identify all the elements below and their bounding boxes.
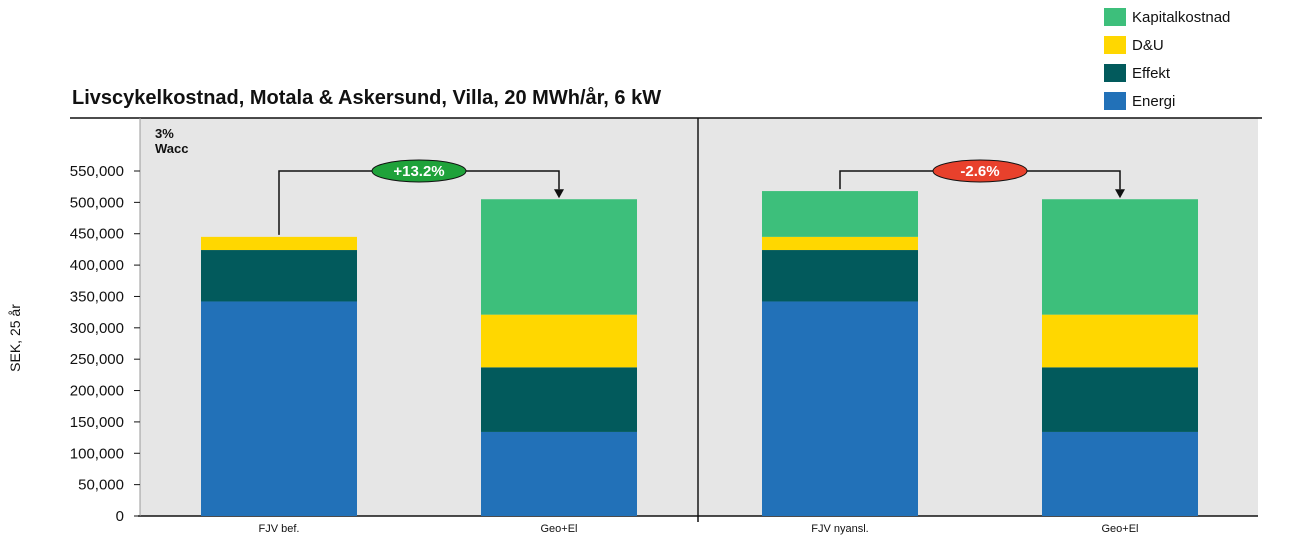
comparison-badge-label: +13.2% [393, 163, 444, 180]
chart-title: Livscykelkostnad, Motala & Askersund, Vi… [72, 86, 661, 109]
comparison-badge [932, 159, 1028, 183]
bar-segment-energi [1042, 431, 1198, 516]
category-label: Geo+El [1102, 523, 1139, 535]
bar-segment-d-u [1042, 314, 1198, 368]
bar-segment-energi [201, 301, 357, 516]
comparison-annotations: +13.2% -2.6% [278, 159, 1125, 235]
legend-swatch [1104, 64, 1126, 82]
y-tick-label: 0 [116, 508, 124, 525]
y-tick-label: 50,000 [78, 477, 124, 494]
y-tick-label: 450,000 [70, 226, 124, 243]
legend-label: Effekt [1132, 65, 1171, 82]
comparison-badge [371, 159, 467, 183]
y-axis-ticks: 0 50,000 100,000 150,000 200,000 250,000 300,0… [70, 163, 140, 525]
bar-segment-effekt [762, 250, 918, 302]
y-tick-label: 500,000 [70, 194, 124, 211]
y-tick-label: 100,000 [70, 445, 124, 462]
y-tick-label: 550,000 [70, 163, 124, 180]
bar-segment-energi [481, 431, 637, 516]
wacc-note-line: 3% [155, 126, 174, 141]
legend-label: Energi [1132, 93, 1175, 110]
bar-segment-kapitalkostnad [1042, 199, 1198, 315]
legend: Kapitalkostnad D&U Effekt Energi [1104, 8, 1230, 110]
bar-segment-effekt [201, 250, 357, 302]
bar-segment-effekt [481, 367, 637, 432]
y-tick-label: 400,000 [70, 257, 124, 274]
category-labels: FJV bef. Geo+El FJV nyansl. Geo+El [259, 523, 1139, 535]
y-tick-label: 300,000 [70, 320, 124, 337]
bar-segment-d-u [762, 236, 918, 251]
y-tick-label: 250,000 [70, 351, 124, 368]
category-label: Geo+El [541, 523, 578, 535]
y-tick-label: 350,000 [70, 288, 124, 305]
y-tick-label: 200,000 [70, 383, 124, 400]
bar-segment-d-u [201, 236, 357, 251]
category-label: FJV bef. [259, 523, 300, 535]
wacc-note-line: Wacc [155, 141, 188, 156]
comparison-arrowhead [1115, 189, 1125, 199]
wacc-note: 3% Wacc [155, 126, 188, 156]
y-axis-label: SEK, 25 år [7, 304, 23, 372]
bar-segment-energi [762, 301, 918, 516]
legend-label: D&U [1132, 37, 1164, 54]
legend-swatch [1104, 36, 1126, 54]
bars-group [201, 191, 1198, 516]
legend-swatch [1104, 8, 1126, 26]
bar-segment-d-u [481, 314, 637, 368]
y-tick-label: 150,000 [70, 414, 124, 431]
bar-segment-kapitalkostnad [762, 191, 918, 237]
bar-segment-effekt [1042, 367, 1198, 432]
legend-swatch [1104, 92, 1126, 110]
category-label: FJV nyansl. [811, 523, 868, 535]
comparison-badge-label: -2.6% [960, 163, 999, 180]
bar-segment-kapitalkostnad [481, 199, 637, 315]
comparison-arrowhead [554, 189, 564, 199]
legend-label: Kapitalkostnad [1132, 9, 1230, 26]
